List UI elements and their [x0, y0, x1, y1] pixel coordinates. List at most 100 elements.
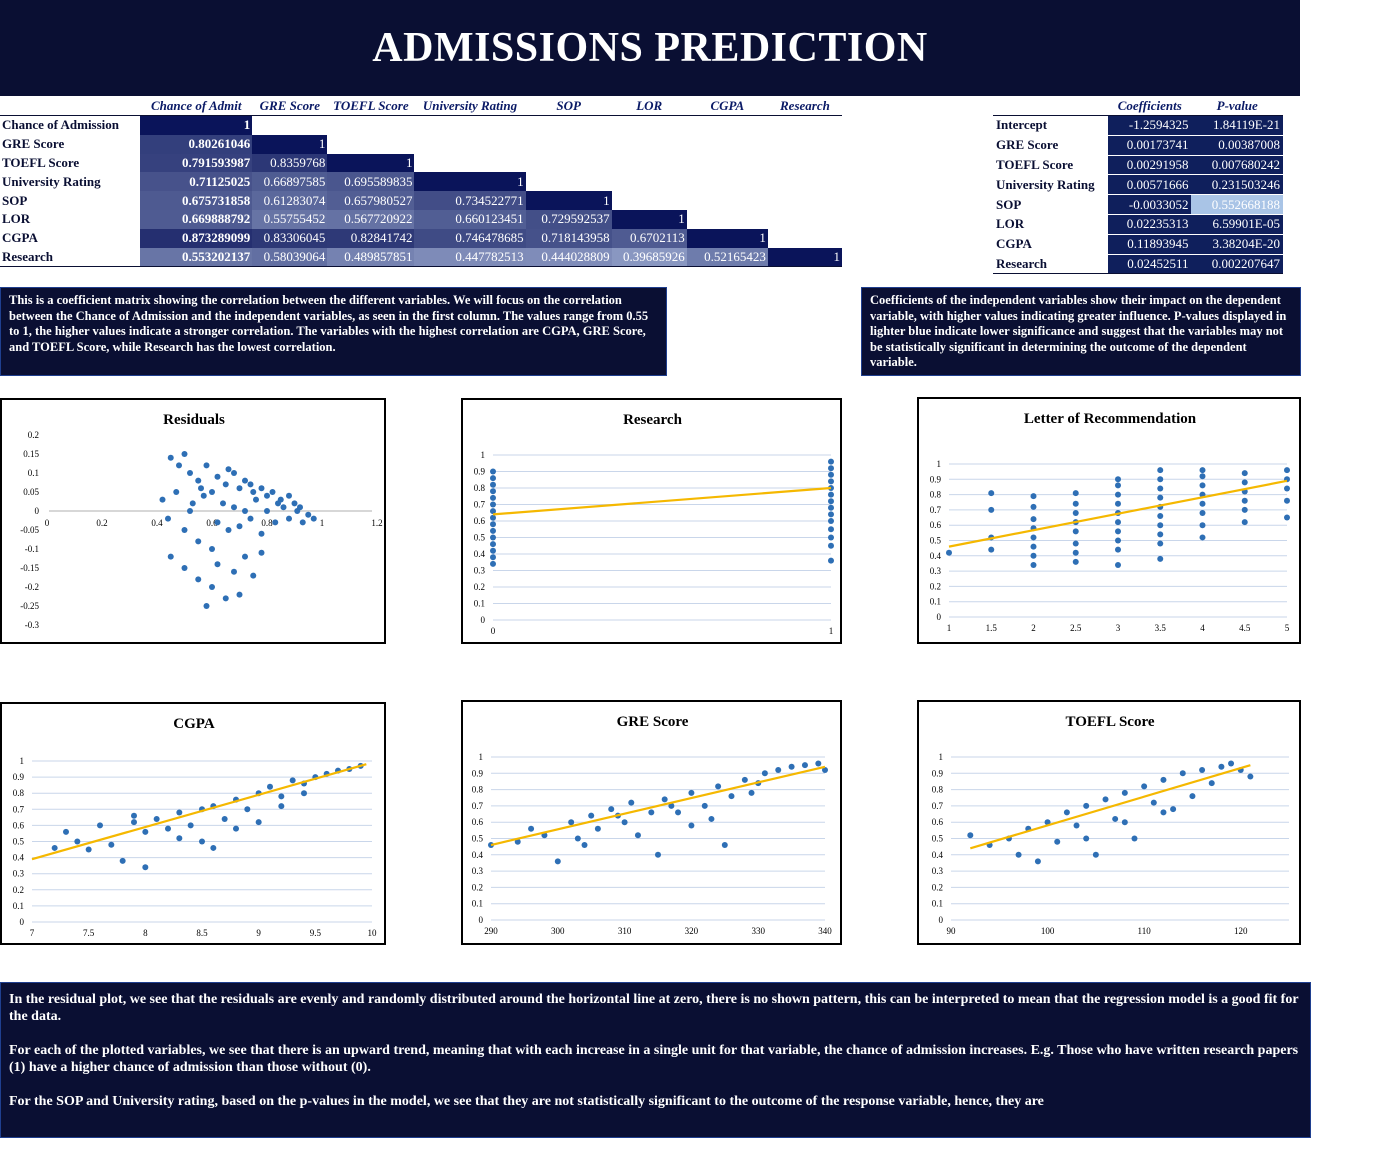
corr-cell: [252, 115, 328, 135]
coef-row: GRE Score 0.00173741 0.00387008: [993, 135, 1283, 156]
coef-value: -1.2594325: [1108, 115, 1192, 136]
data-point: [244, 806, 251, 813]
y-tick-label: 1: [937, 459, 942, 469]
x-tick-label: 3.5: [1155, 623, 1167, 633]
data-point: [165, 515, 171, 522]
cgpa-plot: CGPA 1 0.9 0.8 0.7 0.6 0.5 0.4 0.3 0.2 0.1 07 7.5 8 8.…: [13, 716, 378, 938]
x-tick-label: 8.5: [196, 928, 208, 938]
data-point: [267, 783, 273, 790]
data-point: [176, 835, 183, 842]
data-point: [222, 481, 229, 488]
data-point: [1141, 783, 1148, 790]
corr-cell: [327, 115, 415, 135]
data-point: [286, 492, 292, 499]
corr-cell: 0.447782513: [414, 247, 526, 268]
corr-col-header: Chance of Admit: [140, 97, 253, 116]
corr-col-header: TOEFL Score: [327, 97, 415, 116]
residuals-chart: Residuals 0.2 0.15 0.1 0.05 0 -0.05 -0.1 -0.15 -0…: [0, 398, 386, 644]
coefficient-table: Coefficients P-value Intercept -1.2594325 1…: [993, 97, 1283, 275]
data-point: [1199, 473, 1206, 480]
data-point: [153, 815, 160, 822]
y-tick-label: 0.6: [474, 516, 486, 526]
y-tick-label: 0.1: [472, 899, 483, 909]
corr-cell: 0.58039064: [252, 247, 328, 268]
data-point: [1157, 522, 1164, 529]
coef-value: 0.00291958: [1108, 155, 1192, 176]
corr-row: University Rating 0.71125025 0.66897585 0.6…: [0, 172, 842, 192]
data-point: [1157, 531, 1164, 538]
y-tick-label: 0.5: [930, 536, 942, 546]
x-tick-label: 10: [368, 928, 378, 938]
y-tick-label: 0: [35, 506, 40, 516]
coef-row: LOR 0.02235313 6.59901E-05: [993, 214, 1283, 235]
y-tick-label: 0.5: [472, 834, 484, 844]
corr-cell: [767, 172, 842, 192]
y-tick-label: 0.7: [930, 505, 942, 515]
data-point: [51, 844, 58, 851]
data-point: [1083, 835, 1090, 842]
data-point: [1199, 767, 1206, 774]
y-tick-label: 0.9: [13, 772, 25, 782]
data-point: [761, 770, 768, 777]
data-point: [1247, 773, 1254, 780]
data-point: [1030, 516, 1037, 523]
corr-cell: 1: [767, 247, 842, 268]
data-point: [1208, 780, 1215, 787]
data-point: [214, 519, 221, 526]
data-point: [1189, 793, 1196, 800]
y-tick-label: 0.15: [23, 449, 39, 459]
corr-row-label: Chance of Admission: [0, 115, 141, 135]
y-tick-label: 0.4: [932, 850, 944, 860]
data-point: [1199, 522, 1206, 529]
data-point: [1284, 467, 1290, 474]
data-point: [1072, 490, 1079, 497]
x-tick-label: 7: [30, 928, 35, 938]
y-tick-label: 0.4: [472, 850, 484, 860]
data-point: [291, 500, 298, 507]
data-point: [258, 485, 265, 492]
data-point: [988, 506, 995, 513]
coef-row-label: Intercept: [993, 115, 1108, 136]
corr-cell: [414, 134, 526, 154]
data-point: [1044, 819, 1051, 826]
data-point: [1284, 485, 1290, 492]
corr-cell: 0.657980527: [327, 191, 415, 210]
y-tick-label: 0.6: [472, 817, 484, 827]
data-point: [1284, 514, 1290, 521]
y-tick-label: 0.05: [23, 487, 39, 497]
corr-cell: [686, 209, 768, 229]
data-point: [1054, 838, 1061, 845]
data-point: [181, 565, 188, 571]
x-tick-label: 0: [491, 626, 496, 636]
data-point: [1030, 543, 1037, 550]
corr-cell: [525, 172, 612, 192]
corr-cell: 0.734522771: [414, 191, 526, 210]
corr-row-label: TOEFL Score: [0, 153, 141, 173]
data-point: [176, 462, 182, 469]
corr-cell: 0.553202137: [140, 247, 253, 268]
chart-title: Research: [623, 412, 683, 428]
data-point: [828, 491, 834, 498]
data-point: [159, 496, 166, 503]
y-tick-label: 0.8: [930, 490, 942, 500]
y-tick-label: 1: [20, 756, 25, 766]
data-point: [231, 504, 237, 511]
data-point: [490, 494, 496, 501]
coef-row-label: LOR: [993, 214, 1108, 235]
conclusion-paragraph-3: For the SOP and University rating, based…: [9, 1094, 1044, 1109]
y-tick-label: 0.8: [13, 788, 25, 798]
x-tick-label: 1.2: [371, 518, 382, 528]
data-point: [1115, 537, 1121, 544]
corr-cell: 1: [611, 209, 687, 229]
data-point: [1121, 819, 1128, 826]
data-point: [1121, 789, 1128, 796]
corr-cell: 0.71125025: [140, 172, 253, 192]
data-point: [1160, 776, 1167, 783]
data-point: [490, 514, 496, 521]
data-point: [828, 504, 834, 511]
data-point: [490, 534, 496, 541]
data-point: [286, 515, 292, 522]
data-point: [242, 508, 248, 514]
data-point: [988, 490, 995, 497]
corr-cell: 0.729592537: [525, 209, 612, 229]
